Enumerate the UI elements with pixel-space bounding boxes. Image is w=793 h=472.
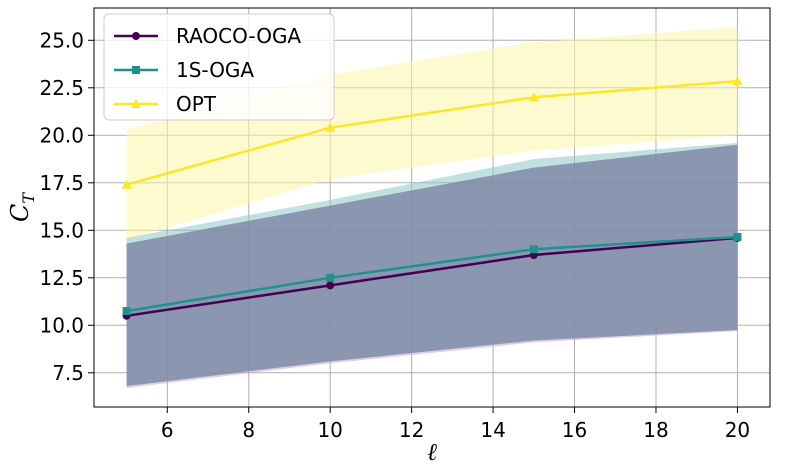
point-1s-oga (326, 273, 335, 282)
x-axis-label: ℓ (427, 438, 437, 466)
point-opt (528, 92, 539, 102)
point-opt (121, 179, 132, 189)
x-tick-label: 8 (242, 418, 255, 442)
point-opt (732, 76, 743, 86)
y-tick-label: 15.0 (39, 218, 84, 242)
y-tick-label: 25.0 (39, 28, 84, 52)
line-1s-oga (126, 235, 738, 313)
y-axis-label-subscript: T (19, 192, 38, 204)
point-1s-oga (733, 232, 742, 241)
y-tick-label: 12.5 (39, 266, 84, 290)
line-raoco-oga (126, 236, 738, 318)
y-axis-label-main: C (6, 204, 34, 222)
point-raoco-oga (326, 281, 335, 290)
x-tick-label: 18 (643, 418, 668, 442)
y-tick-label: 7.5 (52, 361, 84, 385)
legend-label: RAOCO-OGA (176, 24, 301, 48)
y-tick-label: 10.0 (39, 313, 84, 337)
band-overlap (126, 144, 738, 387)
y-axis-ticks: 7.5 10.0 12.5 15.0 17.5 20.0 22.5 25.0 (39, 28, 94, 385)
x-tick-label: 16 (562, 418, 587, 442)
point-1s-oga (122, 307, 131, 316)
x-tick-label: 14 (480, 418, 505, 442)
point-opt (325, 122, 336, 132)
legend-marker (132, 32, 140, 40)
plot-frame (93, 7, 771, 408)
x-tick-label: 10 (317, 418, 342, 442)
series-markers (121, 76, 743, 320)
legend-marker (132, 66, 140, 74)
legend-marker (131, 99, 141, 108)
y-tick-label: 22.5 (39, 76, 84, 100)
series-lines (126, 79, 738, 318)
x-tick-label: 12 (399, 418, 424, 442)
legend-label: OPT (176, 92, 217, 116)
legend-label: 1S-OGA (176, 58, 254, 82)
x-tick-label: 6 (161, 418, 174, 442)
line-opt (126, 79, 738, 186)
y-axis-label: CT (6, 192, 38, 222)
band-opt (126, 27, 738, 240)
confidence-bands (126, 27, 738, 388)
legend: RAOCO-OGA 1S-OGA OPT (103, 13, 335, 121)
x-axis-ticks: 6 8 10 12 14 16 18 20 (161, 407, 750, 442)
point-1s-oga (529, 245, 538, 254)
y-tick-label: 20.0 (39, 123, 84, 147)
x-tick-label: 20 (725, 418, 750, 442)
y-tick-label: 17.5 (39, 171, 84, 195)
legend-box (103, 13, 335, 121)
